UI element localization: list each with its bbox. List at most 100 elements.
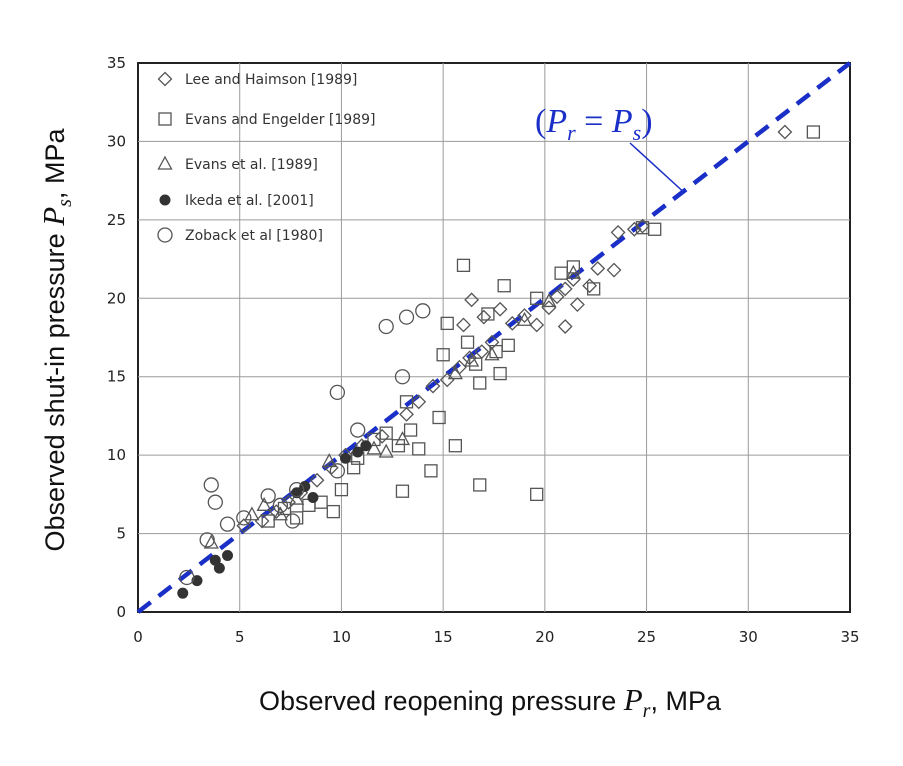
data-point-diamond xyxy=(569,297,585,312)
x-tick-label: 25 xyxy=(637,628,656,646)
data-point-square xyxy=(403,423,418,437)
data-point-square xyxy=(424,464,438,478)
data-point-triangle xyxy=(272,506,288,521)
data-point-open-circle xyxy=(329,463,346,479)
y-tick-label: 10 xyxy=(107,446,126,464)
data-point-open-circle xyxy=(284,513,301,529)
data-point-diamond xyxy=(504,315,520,331)
y-tick-label: 5 xyxy=(116,525,126,543)
data-point-square xyxy=(469,357,483,371)
data-point-diamond xyxy=(606,262,622,278)
series-open-circle xyxy=(179,303,431,586)
data-point-diamond xyxy=(492,301,508,317)
data-point-filled-circle xyxy=(339,452,351,464)
data-point-diamond xyxy=(411,394,427,410)
data-point-square xyxy=(497,279,511,293)
data-point-diamond xyxy=(565,272,581,287)
legend-marker-triangle xyxy=(157,155,173,170)
data-point-open-circle xyxy=(289,482,305,498)
data-point-open-circle xyxy=(179,569,195,586)
legend-entry: Evans et al. [1989] xyxy=(157,155,318,173)
data-point-diamond xyxy=(439,372,455,388)
data-points xyxy=(177,124,821,599)
legend-label: Evans et al. [1989] xyxy=(185,157,318,173)
data-point-square xyxy=(473,376,487,390)
legend-marker-diamond xyxy=(157,71,173,87)
legend-marker-filled-circle xyxy=(159,194,171,206)
data-point-triangle xyxy=(464,352,480,367)
x-tick-labels: 0 5 10 15 20 25 30 35 xyxy=(133,628,859,646)
reference-line-pointer xyxy=(629,142,684,193)
data-point-square xyxy=(501,338,515,352)
data-point-diamond xyxy=(374,428,390,444)
data-point-triangle xyxy=(565,264,581,279)
legend: Lee and Haimson [1989] Evans and Engelder… xyxy=(157,71,375,244)
data-point-diamond xyxy=(425,378,441,394)
x-tick-label: 35 xyxy=(840,628,859,646)
data-point-filled-circle xyxy=(307,491,319,503)
data-point-filled-circle xyxy=(222,550,234,562)
legend-marker-open-circle xyxy=(157,227,173,243)
data-point-open-circle xyxy=(378,318,394,335)
data-point-open-circle xyxy=(272,497,289,513)
x-tick-label: 30 xyxy=(739,628,758,646)
data-point-filled-circle xyxy=(299,481,311,493)
data-point-diamond xyxy=(517,308,532,323)
legend-marker-square xyxy=(158,112,172,126)
data-point-diamond xyxy=(456,317,471,333)
y-tick-labels: 0 5 10 15 20 25 30 35 xyxy=(107,54,126,621)
data-point-diamond xyxy=(590,261,606,276)
data-point-diamond xyxy=(557,281,573,297)
data-point-open-circle xyxy=(415,303,431,319)
data-point-diamond xyxy=(464,292,480,308)
data-point-square xyxy=(493,366,507,381)
x-tick-label: 5 xyxy=(235,628,245,646)
data-point-triangle xyxy=(484,346,500,361)
legend-label: Lee and Haimson [1989] xyxy=(185,72,357,88)
legend-entry: Lee and Haimson [1989] xyxy=(157,71,357,88)
data-point-square xyxy=(587,282,601,296)
x-tick-label: 15 xyxy=(434,628,453,646)
x-tick-label: 0 xyxy=(133,628,143,646)
y-tick-label: 25 xyxy=(107,211,126,229)
data-point-open-circle xyxy=(398,309,415,325)
data-point-square xyxy=(436,348,450,362)
y-tick-label: 20 xyxy=(107,289,126,307)
data-point-filled-circle xyxy=(209,554,221,566)
data-point-square xyxy=(530,291,544,305)
series-diamond xyxy=(236,124,793,534)
data-point-diamond xyxy=(610,224,626,240)
data-point-filled-circle xyxy=(360,440,372,452)
y-tick-label: 35 xyxy=(107,54,126,72)
x-tick-label: 20 xyxy=(535,628,554,646)
data-point-open-circle xyxy=(207,494,223,510)
data-point-diamond xyxy=(529,317,545,333)
data-point-square xyxy=(440,316,454,331)
data-point-diamond xyxy=(399,406,414,422)
data-point-square xyxy=(530,487,544,502)
legend-entry: Ikeda et al. [2001] xyxy=(159,193,314,209)
data-point-open-circle xyxy=(236,510,252,526)
data-point-square xyxy=(473,478,487,492)
series-square xyxy=(261,125,821,528)
data-point-diamond xyxy=(626,221,642,237)
data-point-square xyxy=(326,504,340,519)
data-point-diamond xyxy=(549,289,565,305)
data-point-filled-circle xyxy=(191,575,203,587)
legend-label: Zoback et al [1980] xyxy=(185,228,323,244)
data-point-diamond xyxy=(541,300,557,316)
legend-entry: Evans and Engelder [1989] xyxy=(158,112,375,128)
data-point-square xyxy=(399,395,414,409)
y-tick-label: 30 xyxy=(107,132,126,150)
legend-label: Evans and Engelder [1989] xyxy=(185,112,375,128)
data-point-triangle xyxy=(447,365,463,380)
y-axis-label: Observed shut-in pressure Ps, MPa xyxy=(36,128,76,552)
y-tick-label: 15 xyxy=(107,368,126,386)
data-point-diamond xyxy=(476,309,492,325)
data-point-filled-circle xyxy=(352,446,364,458)
data-point-open-circle xyxy=(203,477,219,493)
data-point-diamond xyxy=(635,218,650,234)
data-point-square xyxy=(395,484,410,498)
x-axis-label: Observed reopening pressure Pr, MPa xyxy=(259,682,722,722)
